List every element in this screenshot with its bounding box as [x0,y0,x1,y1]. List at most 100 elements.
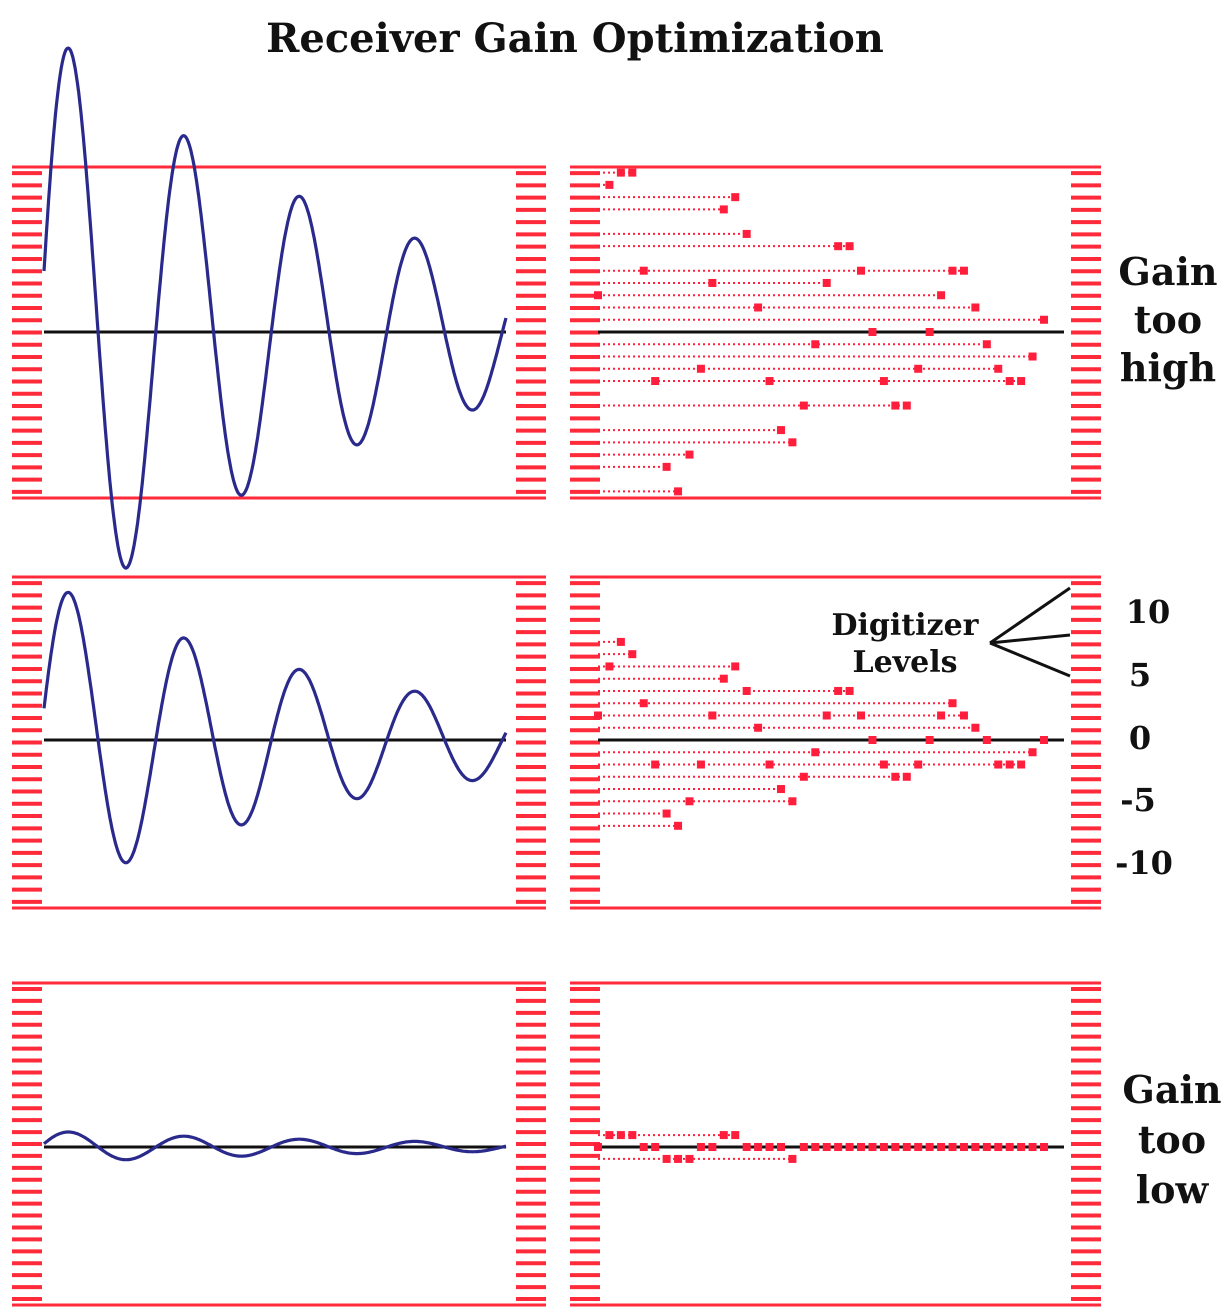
sample-point [674,487,682,495]
sample-point [743,1143,751,1151]
row-label-high-line2: too [1134,297,1202,342]
sample-point [743,687,751,695]
sample-point [651,377,659,385]
sample-point [617,169,625,177]
sample-point [960,711,968,719]
sample-point [663,1155,671,1163]
level-label-neg10: -10 [1115,844,1173,882]
sample-point [651,1143,659,1151]
sample-point [628,1131,636,1139]
level-label-neg5: -5 [1120,781,1156,819]
sample-point [651,761,659,769]
sample-point [731,1131,739,1139]
sample-point [983,736,991,744]
sample-point [1006,761,1014,769]
fid-waveform [44,48,506,568]
digitizer-level-labels: 10 5 0 -5 -10 [1115,593,1173,882]
sample-point [605,1131,613,1139]
sample-point [731,193,739,201]
sample-point [868,736,876,744]
sample-point [868,1143,876,1151]
digitizer-pointer-lines [990,588,1070,676]
sample-point [949,1143,957,1151]
sample-point [628,650,636,658]
sample-point [937,711,945,719]
sample-point [1029,353,1037,361]
sample-point [834,1143,842,1151]
sample-point [777,785,785,793]
sample-point [708,279,716,287]
sample-point [846,242,854,250]
sample-point [617,638,625,646]
fid-waveform [44,592,506,862]
sample-point [788,1155,796,1163]
sample-point [605,181,613,189]
sample-point [1040,316,1048,324]
sample-point [788,438,796,446]
sample-point [1017,1143,1025,1151]
sample-point [754,303,762,311]
sample-point [708,711,716,719]
sample-point [994,761,1002,769]
sample-point [743,230,751,238]
sample-point [685,1155,693,1163]
sample-point [823,1143,831,1151]
sample-point [1029,1143,1037,1151]
sample-point [926,328,934,336]
sample-point [1006,377,1014,385]
sample-point [960,267,968,275]
sample-point [640,1143,648,1151]
sample-point [903,1143,911,1151]
sample-point [1006,1143,1014,1151]
sample-point [674,822,682,830]
sample-point [800,773,808,781]
sample-point [983,1143,991,1151]
sample-point [971,724,979,732]
sample-point [914,365,922,373]
sample-point [1017,377,1025,385]
sample-point [891,402,899,410]
sample-point [766,377,774,385]
sample-point [685,451,693,459]
sample-point [926,736,934,744]
sample-point [949,699,957,707]
sample-point [983,340,991,348]
sample-point [697,761,705,769]
sample-point [697,365,705,373]
digitizer-annotation: Digitizer Levels [832,588,1070,680]
sample-point [674,1155,682,1163]
sample-point [731,662,739,670]
digitized-panel-2 [570,983,1101,1305]
digitizer-label-line1: Digitizer [832,608,980,643]
sample-point [846,687,854,695]
sample-point [800,1143,808,1151]
sample-point [605,662,613,670]
sample-point [720,205,728,213]
sample-point [868,328,876,336]
sample-point [937,291,945,299]
sample-point [754,724,762,732]
sample-point [914,1143,922,1151]
diagram-title: Receiver Gain Optimization [266,15,884,62]
row-label-high: Gain too high [1118,249,1217,390]
sample-point [926,1143,934,1151]
level-label-0: 0 [1129,719,1151,757]
sample-point [880,377,888,385]
sample-point [766,761,774,769]
sample-point [834,687,842,695]
sample-point [708,1143,716,1151]
row-label-low-line1: Gain [1122,1067,1221,1112]
sample-point [823,279,831,287]
sample-point [1040,736,1048,744]
sample-point [949,267,957,275]
sample-point [811,1143,819,1151]
sample-point [971,303,979,311]
sample-point [1017,761,1025,769]
sample-point [846,1143,854,1151]
sample-point [617,1131,625,1139]
sample-point [857,711,865,719]
sample-point [663,463,671,471]
sample-point [960,1143,968,1151]
sample-point [640,267,648,275]
